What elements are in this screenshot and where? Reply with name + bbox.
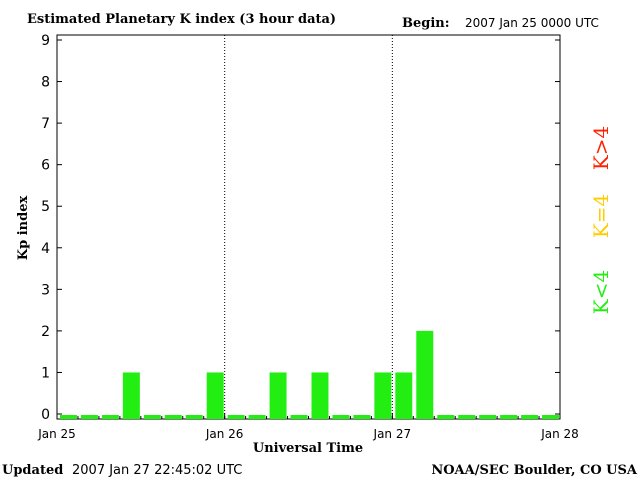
y-tick-label: 3 [41,282,50,298]
kp-bar [542,415,559,419]
y-axis-ticks: 0 1 2 3 4 5 6 7 8 9 [41,33,560,423]
kp-bar [395,372,413,419]
x-tick-label: Jan 25 [37,427,76,441]
x-axis-ticks: Jan 25 Jan 26 Jan 27 Jan 28 [37,413,579,441]
kp-bar [227,415,245,419]
kp-bar [101,415,119,419]
kp-bar [479,415,497,419]
updated-value: 2007 Jan 27 22:45:02 UTC [72,463,242,478]
source-credit: NOAA/SEC Boulder, CO USA [431,463,638,478]
y-axis-label: Kp index [16,196,31,261]
kp-bar [521,415,539,419]
y-tick-label: 1 [41,365,50,381]
kp-bar [353,415,371,419]
kp-bar [122,372,140,419]
begin-value: 2007 Jan 25 0000 UTC [465,16,599,30]
x-tick-label: Jan 28 [540,427,579,441]
y-tick-label: 4 [41,241,50,257]
x-axis-label: Universal Time [253,441,363,456]
kp-bar [269,372,287,419]
kp-bar [500,415,518,419]
x-tick-label: Jan 26 [205,427,244,441]
legend-k-lt-4: K<4 [589,270,613,314]
kp-bar [60,415,77,419]
kp-bar [185,415,203,419]
legend-k-gt-4: K>4 [589,126,613,170]
kp-bar [80,415,98,419]
kp-bar [332,415,350,419]
kp-bar [290,415,308,419]
x-tick-label: Jan 27 [373,427,412,441]
kp-bar [458,415,476,419]
kp-bar [374,372,392,419]
legend-k-eq-4: K=4 [589,194,613,238]
kp-bar [206,372,224,419]
kp-bar [248,415,266,419]
chart-title: Estimated Planetary K index (3 hour data… [27,12,336,27]
y-tick-label: 8 [41,75,50,91]
kp-bars [60,330,559,419]
kp-bar [311,372,329,419]
kp-bar [164,415,182,419]
plot-frame [56,34,561,420]
y-tick-label: 6 [41,158,50,174]
y-tick-label: 2 [41,324,50,340]
kp-bar [143,415,161,419]
kp-bar [437,415,455,419]
y-tick-label: 7 [41,116,50,132]
kp-bar [416,330,434,419]
day-separators [224,35,393,419]
y-tick-label: 0 [41,407,50,423]
y-tick-label: 9 [41,33,50,49]
y-tick-label: 5 [41,199,50,215]
begin-label: Begin: [402,16,450,31]
updated-label: Updated [2,463,63,478]
